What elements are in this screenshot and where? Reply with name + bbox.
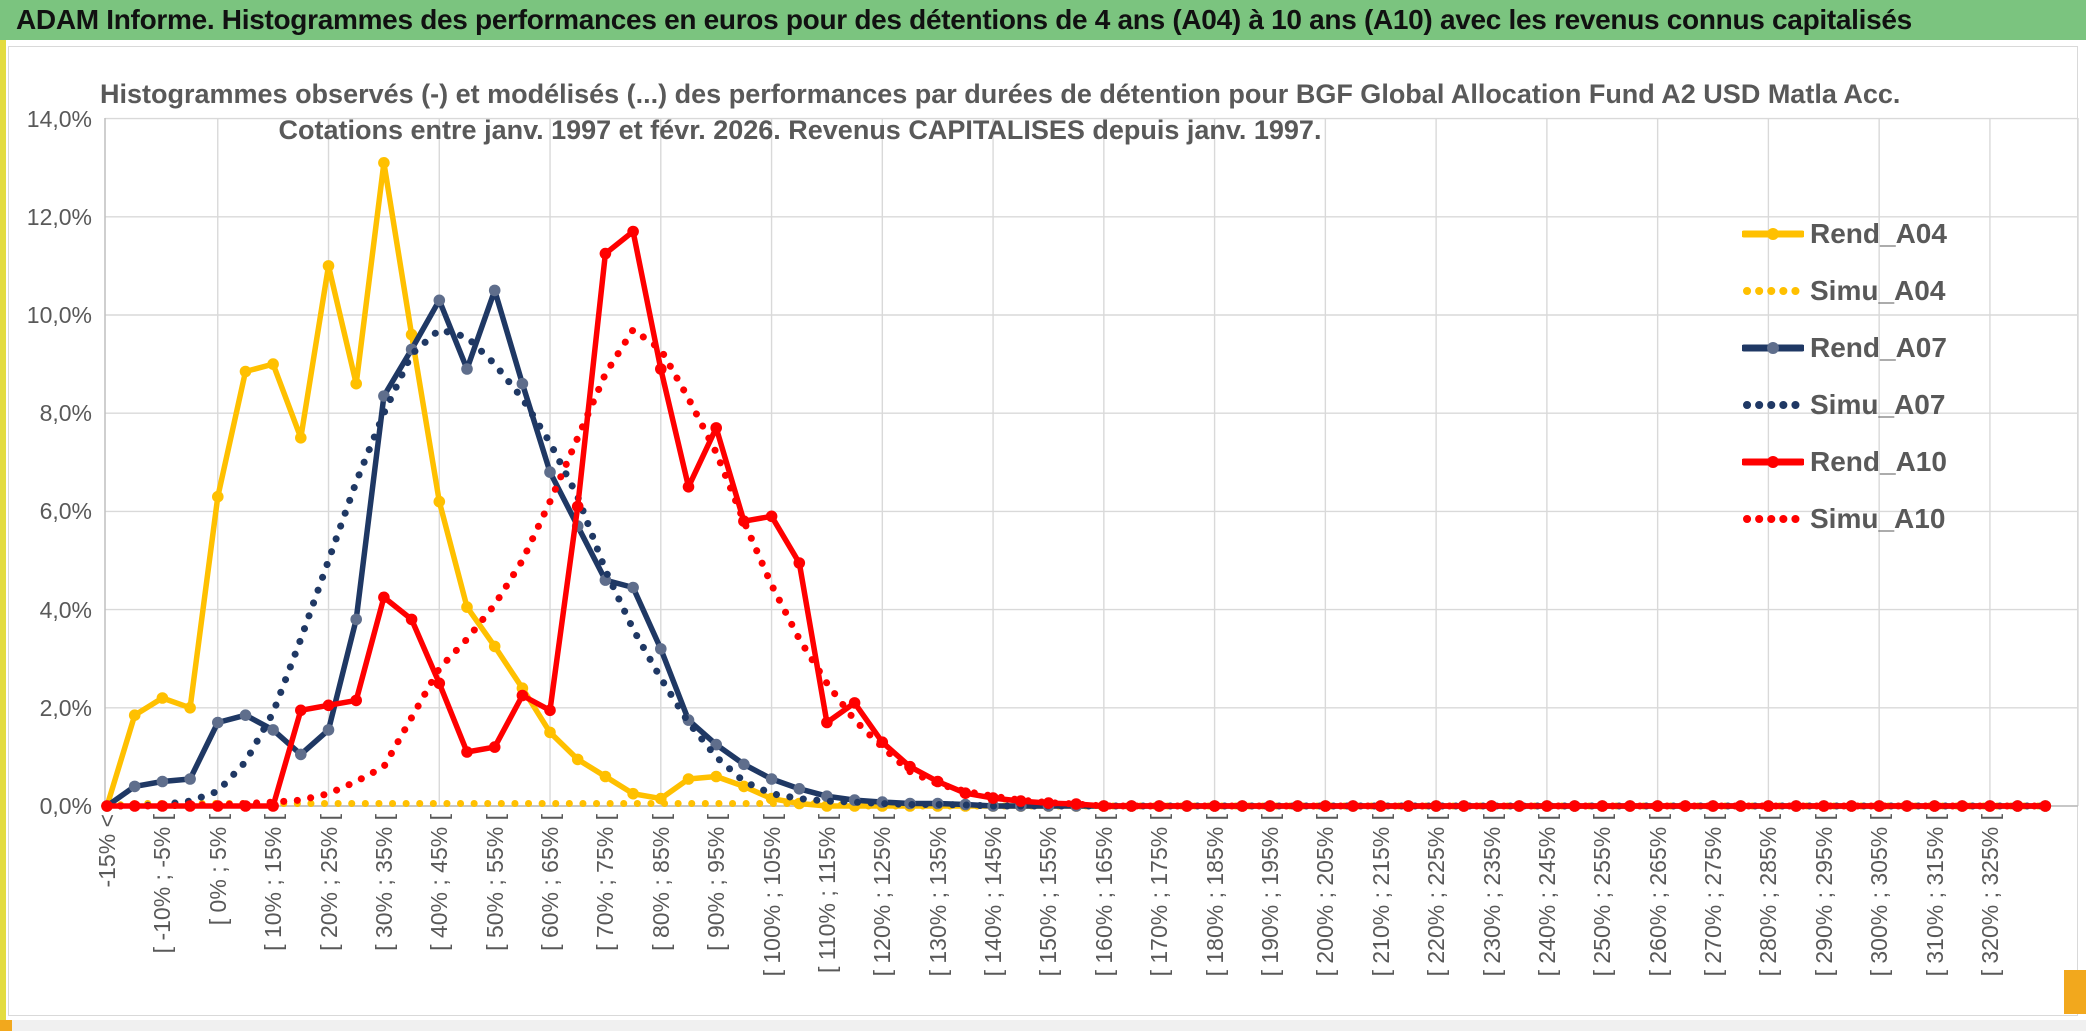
x-tick-label: [ 270% ; 275% [	[1700, 814, 1727, 977]
page-title: ADAM Informe. Histogrammes des performan…	[16, 4, 1912, 35]
x-tick-label: [ 120% ; 125% [	[869, 814, 896, 977]
x-tick-label: -15% <	[94, 814, 120, 888]
legend-label: Simu_A07	[1810, 388, 1946, 420]
x-tick-label: [ 20% ; 25% [	[315, 814, 342, 951]
legend-label: Simu_A04	[1810, 274, 1946, 306]
y-tick-label: 14,0%	[26, 105, 92, 132]
legend-label: Rend_A10	[1810, 445, 1947, 477]
x-tick-label: [ 80% ; 85% [	[647, 814, 674, 951]
x-tick-label: [ 180% ; 185% [	[1201, 814, 1228, 977]
x-tick-label: [ 100% ; 105% [	[758, 814, 785, 977]
legend-label: Rend_A04	[1810, 217, 1947, 249]
legend-item-Simu_A07[interactable]: Simu_A07	[1742, 376, 1947, 433]
header-bar: ADAM Informe. Histogrammes des performan…	[0, 0, 2086, 40]
y-tick-label: 0,0%	[39, 793, 92, 819]
chart-title-line1: Histogrammes observés (-) et modélisés (…	[100, 79, 1901, 109]
x-tick-label: [ 60% ; 65% [	[537, 814, 564, 951]
legend-item-Rend_A07[interactable]: Rend_A07	[1742, 319, 1947, 376]
x-tick-label: [ 320% ; 325% [	[1976, 814, 2003, 977]
legend-label: Simu_A10	[1810, 502, 1946, 534]
legend-swatch-dotted-line-icon	[1743, 514, 1803, 523]
x-tick-label: [ -10% ; -5% [	[149, 814, 176, 954]
series-Simu_A10[interactable]	[103, 324, 2049, 810]
sheet-edge-left	[0, 40, 6, 1031]
x-tick-label: [ 90% ; 95% [	[703, 814, 730, 951]
x-tick-label: [ 260% ; 265% [	[1644, 814, 1671, 977]
x-tick-label: [ 200% ; 205% [	[1312, 814, 1339, 977]
x-tick-label: [ 210% ; 215% [	[1367, 814, 1394, 977]
x-tick-label: [ 250% ; 255% [	[1589, 814, 1616, 977]
legend-swatch-dotted-line-icon	[1743, 286, 1803, 295]
sheet-corner-accent	[0, 1020, 12, 1031]
sheet-accent-right	[2064, 970, 2086, 1014]
chart-object[interactable]	[8, 46, 2078, 1016]
x-tick-label: [ 280% ; 285% [	[1755, 814, 1782, 977]
legend-item-Simu_A10[interactable]: Simu_A10	[1742, 490, 1947, 547]
legend-swatch-solid-line-icon	[1742, 341, 1804, 354]
x-tick-label: [ 300% ; 305% [	[1866, 814, 1893, 977]
y-tick-label: 10,0%	[26, 302, 92, 328]
legend-swatch-solid-line-icon	[1742, 455, 1804, 468]
x-tick-label: [ 290% ; 295% [	[1810, 814, 1837, 977]
x-tick-label: [ 190% ; 195% [	[1256, 814, 1283, 977]
x-tick-label: [ 0% ; 5% [	[204, 814, 231, 926]
x-tick-label: [ 170% ; 175% [	[1146, 814, 1173, 977]
x-tick-label: [ 110% ; 115% [	[813, 814, 840, 973]
legend-swatch-dotted-line-icon	[1743, 400, 1803, 409]
chart-title: Histogrammes observés (-) et modélisés (…	[100, 76, 1901, 148]
x-tick-label: [ 40% ; 45% [	[426, 814, 453, 951]
legend[interactable]: Rend_A04 Simu_A04 Rend_A07 Simu_A07 Rend_A10…	[1742, 205, 1947, 547]
x-tick-label: [ 130% ; 135% [	[924, 814, 951, 977]
x-tick-label: [ 160% ; 165% [	[1090, 814, 1117, 977]
legend-item-Simu_A04[interactable]: Simu_A04	[1742, 262, 1947, 319]
x-tick-label: [ 310% ; 315% [	[1921, 814, 1948, 977]
x-tick-label: [ 50% ; 55% [	[481, 814, 508, 951]
y-tick-label: 8,0%	[39, 400, 92, 427]
y-tick-label: 4,0%	[39, 596, 92, 623]
x-tick-label: [ 230% ; 235% [	[1478, 814, 1505, 977]
x-tick-label: [ 150% ; 155% [	[1035, 814, 1062, 977]
x-tick-label: [ 70% ; 75% [	[592, 814, 619, 951]
legend-label: Rend_A07	[1810, 331, 1947, 363]
chart-title-line2: Cotations entre janv. 1997 et févr. 2026…	[278, 115, 1322, 145]
x-tick-label: [ 220% ; 225% [	[1423, 814, 1450, 977]
x-tick-label: [ 30% ; 35% [	[370, 814, 397, 951]
legend-swatch-solid-line-icon	[1742, 227, 1804, 240]
legend-item-Rend_A10[interactable]: Rend_A10	[1742, 433, 1947, 490]
y-tick-label: 12,0%	[26, 203, 92, 230]
y-tick-label: 6,0%	[39, 498, 92, 525]
legend-item-Rend_A04[interactable]: Rend_A04	[1742, 205, 1947, 262]
x-tick-label: [ 140% ; 145% [	[980, 814, 1007, 977]
x-tick-label: [ 10% ; 15% [	[260, 814, 287, 951]
x-tick-label: [ 240% ; 245% [	[1533, 814, 1560, 977]
y-tick-label: 2,0%	[39, 694, 92, 721]
scrollbar-strip[interactable]	[0, 1020, 2086, 1031]
